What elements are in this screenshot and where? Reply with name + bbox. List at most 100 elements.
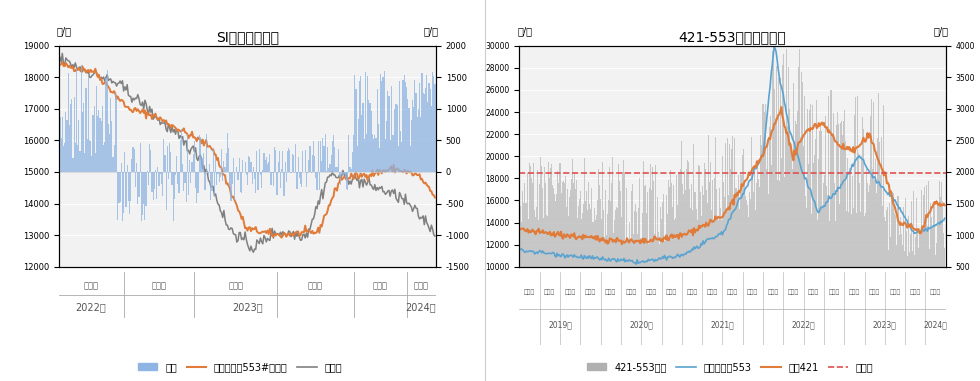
Bar	[885, 221, 886, 267]
Bar	[827, 195, 828, 267]
Bar	[863, 129, 864, 267]
Bar	[179, 140, 181, 172]
Bar	[735, 188, 736, 267]
Bar	[377, 124, 379, 172]
Bar	[651, 190, 652, 267]
Bar	[335, 167, 336, 172]
Bar	[625, 245, 626, 267]
Bar	[552, 164, 553, 267]
Bar	[864, 216, 865, 267]
Bar	[213, 148, 214, 172]
Bar	[720, 208, 721, 267]
Bar	[759, 179, 760, 267]
Text: 元/吨: 元/吨	[517, 26, 532, 36]
Bar	[642, 213, 643, 267]
Bar	[769, 117, 770, 267]
Bar	[761, 145, 762, 267]
Bar	[927, 226, 928, 267]
Bar	[753, 173, 754, 267]
Bar	[382, 77, 383, 172]
Bar	[157, 167, 159, 172]
Bar	[397, 106, 398, 172]
Bar	[100, 118, 101, 172]
Bar	[379, 148, 380, 172]
Bar	[344, 172, 345, 174]
Bar	[149, 144, 150, 172]
Bar	[194, 141, 195, 172]
Bar	[242, 160, 243, 172]
Bar	[815, 139, 816, 267]
Bar	[290, 172, 292, 173]
Bar	[338, 149, 339, 172]
Bar	[644, 186, 645, 267]
Bar	[275, 150, 276, 172]
Bar	[86, 139, 87, 172]
Bar	[311, 172, 312, 173]
Bar	[794, 141, 795, 267]
Bar	[108, 124, 109, 172]
Bar	[261, 172, 263, 188]
Bar	[631, 184, 632, 267]
Bar	[255, 172, 257, 193]
Bar	[106, 78, 107, 172]
Bar	[188, 172, 189, 195]
Bar	[862, 117, 863, 267]
Bar	[223, 161, 224, 172]
Bar	[374, 135, 375, 172]
Bar	[427, 102, 428, 172]
Bar	[575, 181, 577, 267]
Bar	[431, 106, 432, 172]
Bar	[287, 150, 288, 172]
Bar	[758, 167, 759, 267]
Bar	[78, 120, 79, 172]
Bar	[712, 220, 713, 267]
Bar	[212, 172, 213, 191]
Bar	[682, 184, 683, 267]
Bar	[197, 172, 199, 193]
Bar	[306, 172, 307, 187]
Bar	[940, 197, 941, 267]
Bar	[60, 117, 61, 172]
Bar	[538, 220, 539, 267]
Bar	[931, 218, 932, 267]
Bar	[119, 172, 120, 203]
Bar	[746, 200, 748, 267]
Bar	[866, 169, 867, 267]
Bar	[645, 185, 646, 267]
Bar	[316, 172, 317, 178]
Bar	[628, 222, 629, 267]
Bar	[133, 149, 135, 172]
Text: 第三季: 第三季	[808, 290, 819, 295]
Text: 第四季: 第四季	[666, 290, 677, 295]
Bar	[359, 81, 360, 172]
Bar	[376, 89, 377, 172]
Bar	[776, 66, 777, 267]
Bar	[348, 135, 350, 172]
Bar	[422, 93, 423, 172]
Bar	[895, 213, 896, 267]
Bar	[847, 158, 848, 267]
Text: 2023年: 2023年	[873, 320, 897, 330]
Bar	[563, 181, 564, 267]
Bar	[147, 171, 148, 172]
Bar	[132, 147, 133, 172]
Bar	[205, 172, 206, 190]
Text: 第三季: 第三季	[727, 290, 738, 295]
Bar	[314, 156, 316, 172]
Bar	[737, 192, 738, 267]
Bar	[559, 182, 560, 267]
Bar	[260, 172, 261, 175]
Bar	[358, 119, 359, 172]
Bar	[177, 172, 178, 184]
Bar	[127, 172, 129, 202]
Bar	[697, 220, 698, 267]
Bar	[641, 237, 642, 267]
Bar	[820, 126, 821, 267]
Bar	[657, 197, 658, 267]
Bar	[524, 183, 525, 267]
Text: 2019年: 2019年	[548, 320, 572, 330]
Bar	[104, 142, 106, 172]
Bar	[883, 105, 884, 267]
Bar	[926, 185, 927, 267]
Bar	[224, 168, 225, 172]
